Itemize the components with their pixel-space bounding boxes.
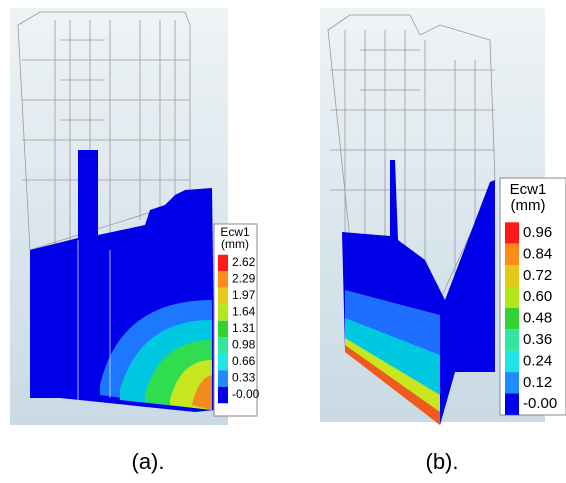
legend-label: 0.48 bbox=[523, 310, 552, 327]
legend-unit: (mm) bbox=[511, 197, 546, 214]
legend-label: 0.96 bbox=[523, 224, 552, 241]
legend-swatch bbox=[505, 265, 519, 287]
contour-band bbox=[345, 345, 440, 425]
panel-b: Ecw1 (mm) 0.96 0.84 0.72 0.60 0.48 0.36 0.24 0.… bbox=[320, 8, 566, 474]
legend-label: 0.72 bbox=[523, 267, 552, 284]
legend-swatch bbox=[218, 254, 228, 272]
legend-swatch bbox=[218, 386, 228, 404]
legend-swatch bbox=[505, 243, 519, 266]
caption: (b). bbox=[426, 449, 459, 474]
legend-swatch bbox=[218, 271, 228, 288]
legend-swatch bbox=[218, 287, 228, 305]
legend-label: 1.97 bbox=[232, 288, 256, 302]
legend-label: 0.24 bbox=[523, 352, 552, 369]
legend-label: -0.00 bbox=[232, 387, 260, 401]
legend-swatch bbox=[505, 329, 519, 351]
legend-title: Ecw1 bbox=[510, 181, 547, 198]
legend-label: 0.84 bbox=[523, 245, 552, 262]
legend-label: 1.64 bbox=[232, 305, 256, 319]
caption: (a). bbox=[132, 449, 165, 474]
legend-unit: (mm) bbox=[221, 237, 249, 251]
legend-label: 0.98 bbox=[232, 338, 256, 352]
legend-swatch bbox=[218, 304, 228, 321]
legend-swatch bbox=[505, 286, 519, 308]
legend-label: 1.31 bbox=[232, 321, 256, 335]
legend: Ecw1 (mm) 0.96 0.84 0.72 0.60 0.48 0.36 0.24 0.… bbox=[505, 181, 557, 415]
legend-swatch bbox=[218, 337, 228, 354]
legend-swatch bbox=[505, 307, 519, 330]
legend-label: 2.62 bbox=[232, 255, 256, 269]
contour-band bbox=[192, 375, 212, 410]
legend-label: 0.60 bbox=[523, 288, 552, 305]
legend-swatch bbox=[505, 393, 519, 415]
legend-label: 0.66 bbox=[232, 354, 256, 368]
legend-swatch bbox=[505, 222, 519, 244]
mesh-line bbox=[77, 240, 111, 400]
panel-a: Ecw1 (mm) 2.62 2.29 1.97 1.64 1.31 0.98 0.66 0.… bbox=[10, 8, 260, 474]
legend-swatch bbox=[218, 320, 228, 338]
legend-swatch bbox=[218, 370, 228, 387]
legend-label: 2.29 bbox=[232, 272, 256, 286]
legend-label: 0.12 bbox=[523, 374, 552, 391]
legend-swatch bbox=[505, 372, 519, 394]
legend-label: -0.00 bbox=[523, 395, 557, 412]
legend-swatch bbox=[218, 353, 228, 371]
legend: Ecw1 (mm) 2.62 2.29 1.97 1.64 1.31 0.98 0.66 0.… bbox=[218, 225, 260, 404]
legend-swatch bbox=[505, 350, 519, 373]
legend-label: 0.33 bbox=[232, 371, 256, 385]
legend-label: 0.36 bbox=[523, 331, 552, 348]
legend-title: Ecw1 bbox=[220, 225, 250, 239]
